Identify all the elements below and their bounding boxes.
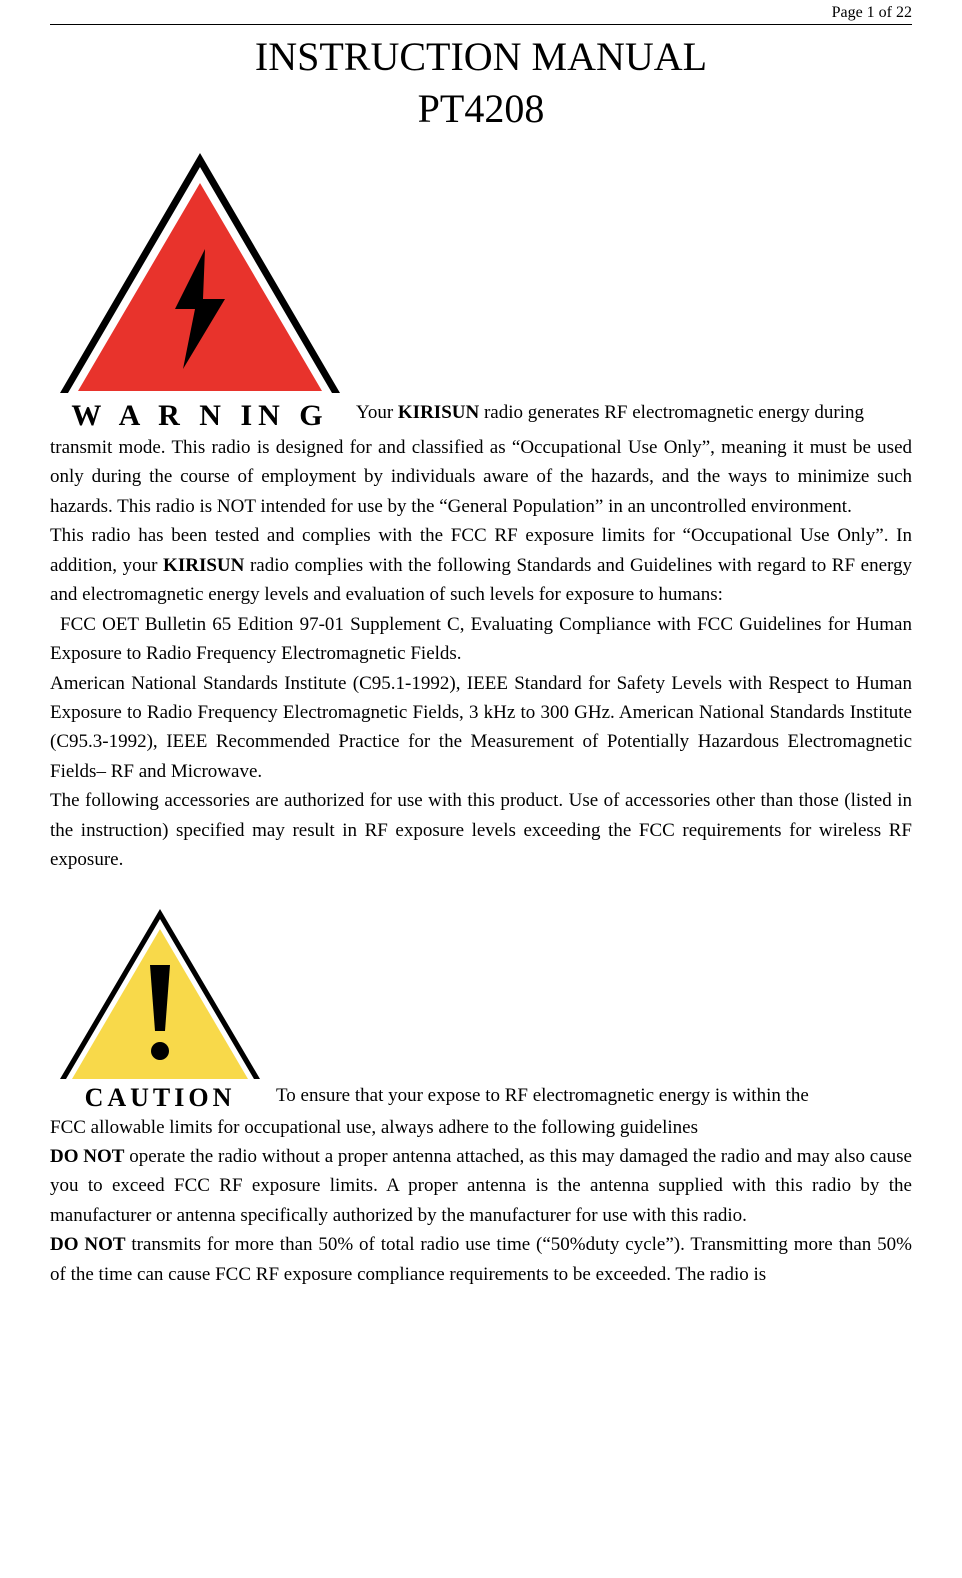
lightning-bolt-icon	[165, 249, 235, 369]
title-block: INSTRUCTION MANUAL PT4208	[50, 31, 912, 135]
caution-label: CAUTION	[50, 1083, 270, 1113]
caution-p2-post: operate the radio without a proper anten…	[50, 1146, 912, 1226]
caution-p2: DO NOT operate the radio without a prope…	[50, 1142, 912, 1230]
caution-triangle	[60, 909, 260, 1079]
title-line-2: PT4208	[50, 83, 912, 135]
exclamation-icon	[148, 965, 172, 1065]
caution-p2-bold: DO NOT	[50, 1146, 124, 1167]
warning-lead-post: radio generates RF electromagnetic energ…	[479, 402, 864, 423]
caution-section: CAUTION To ensure that your expose to RF…	[50, 909, 912, 1113]
warning-p1-cont: transmit mode. This radio is designed fo…	[50, 433, 912, 521]
warning-p2: This radio has been tested and complies …	[50, 521, 912, 609]
warning-sign: W A R N IN G	[50, 153, 350, 433]
warning-lead-text: Your KIRISUN radio generates RF electrom…	[350, 398, 912, 433]
warning-section: W A R N IN G Your KIRISUN radio generate…	[50, 153, 912, 433]
warning-p2-brand: KIRISUN	[163, 555, 244, 576]
caution-p3: DO NOT transmits for more than 50% of to…	[50, 1230, 912, 1289]
caution-p3-post: transmits for more than 50% of total rad…	[50, 1234, 912, 1284]
warning-p3: FCC OET Bulletin 65 Edition 97-01 Supple…	[50, 610, 912, 669]
title-line-1: INSTRUCTION MANUAL	[50, 31, 912, 83]
warning-p5: The following accessories are authorized…	[50, 786, 912, 874]
caution-lead-text: To ensure that your expose to RF electro…	[270, 1081, 912, 1112]
warning-label: W A R N IN G	[50, 399, 350, 433]
warning-triangle	[60, 153, 340, 393]
caution-sign: CAUTION	[50, 909, 270, 1113]
warning-lead-brand: KIRISUN	[398, 402, 479, 423]
caution-p1-cont: FCC allowable limits for occupational us…	[50, 1113, 912, 1142]
warning-lead-pre: Your	[356, 402, 398, 423]
page-header: Page 1 of 22	[50, 0, 912, 25]
caution-p3-bold: DO NOT	[50, 1234, 126, 1255]
warning-p4: American National Standards Institute (C…	[50, 669, 912, 787]
